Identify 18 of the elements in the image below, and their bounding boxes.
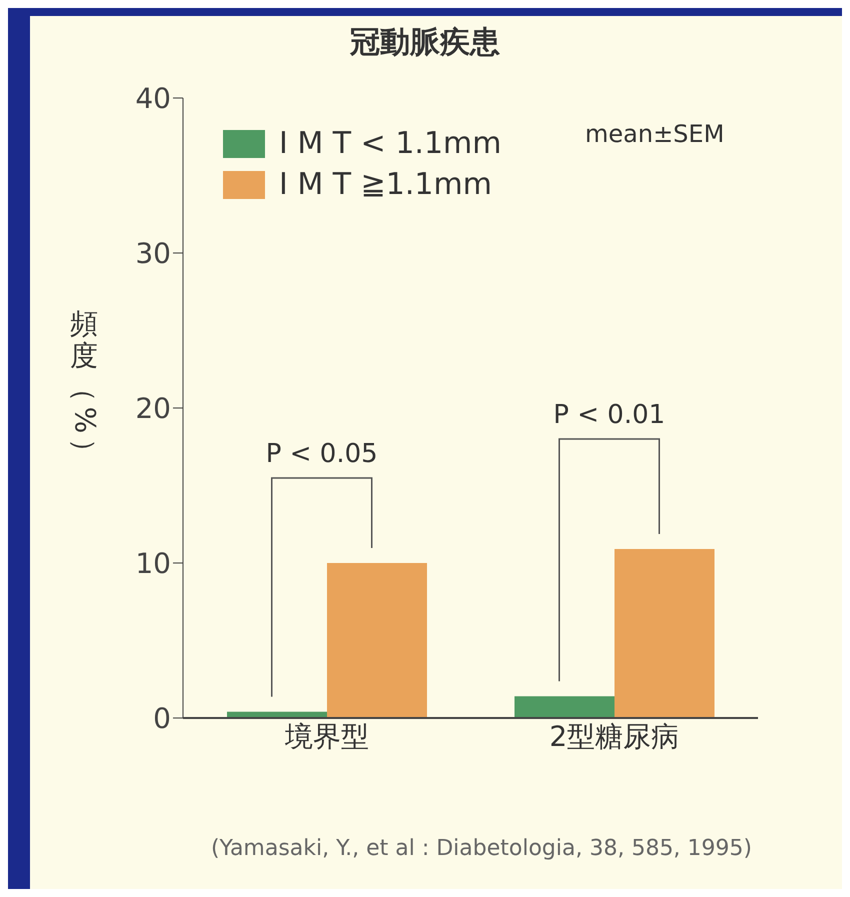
- text: (Yamasaki, Y., et al : Diabetologia, 38, 585, 1995): [210, 836, 752, 861]
- annotation: mean±SEM: [585, 120, 724, 148]
- y-tick-label: 0: [153, 702, 171, 735]
- y-tick-label: 40: [135, 82, 171, 115]
- y-axis-title: 頻度（%）: [68, 307, 101, 466]
- legend-label: I M T < 1.1mm: [279, 126, 502, 161]
- y-tick-label: 20: [135, 392, 171, 425]
- annotation: P < 0.05: [266, 439, 378, 469]
- bar: [327, 563, 427, 718]
- y-tick-label: 10: [135, 546, 171, 580]
- y-tick-label: 30: [135, 236, 171, 270]
- legend-label: I M T ≧1.1mm: [279, 167, 492, 202]
- x-tick-label: 境界型: [284, 720, 369, 753]
- bar: [514, 696, 614, 718]
- chart-title: 冠動脈疾患: [349, 24, 501, 62]
- annotation: P < 0.01: [553, 400, 666, 430]
- x-tick-label: 2型糖尿病: [549, 720, 680, 753]
- bar: [614, 549, 714, 718]
